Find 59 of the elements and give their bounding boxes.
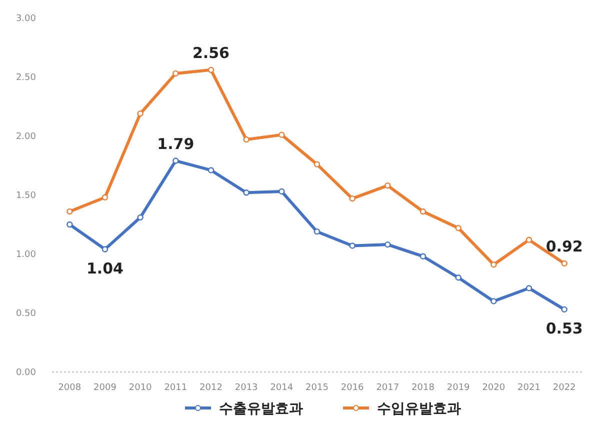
point — [561, 260, 568, 267]
point — [526, 236, 532, 243]
x-tick-label: 2009 — [94, 383, 117, 393]
point — [349, 195, 356, 202]
point — [278, 132, 285, 138]
point — [420, 208, 426, 215]
x-tick-label: 2015 — [306, 383, 328, 393]
legend-label: 수입유발효과 — [377, 401, 461, 417]
point — [66, 221, 73, 228]
legend-label: 수출유발효과 — [219, 401, 303, 417]
x-tick-label: 2022 — [552, 383, 576, 393]
y-tick-label: 2.50 — [16, 73, 36, 83]
point — [172, 158, 179, 164]
y-tick-label: 2.00 — [16, 132, 36, 142]
point — [66, 208, 73, 215]
x-tick-label: 2016 — [340, 383, 364, 393]
data-label: 0.53 — [546, 319, 583, 338]
y-tick-label: 3.00 — [16, 14, 36, 24]
data-label: 0.92 — [546, 237, 583, 256]
data-label: 1.04 — [86, 259, 124, 278]
point — [455, 274, 462, 281]
point — [243, 136, 250, 143]
point — [561, 306, 568, 313]
point — [420, 253, 426, 260]
x-tick-label: 2012 — [200, 383, 222, 393]
point — [384, 241, 391, 248]
point — [137, 214, 144, 221]
point — [490, 298, 497, 304]
y-tick-label: 1.00 — [16, 250, 36, 260]
y-tick-label: 0.00 — [16, 368, 36, 378]
x-tick-label: 2013 — [234, 383, 258, 393]
point — [314, 161, 320, 168]
point — [526, 285, 532, 292]
y-tick-label: 1.50 — [16, 191, 36, 201]
x-tick-label: 2014 — [270, 383, 294, 393]
x-tick-label: 2008 — [58, 383, 82, 393]
x-tick-label: 2020 — [482, 383, 506, 393]
point — [384, 182, 391, 189]
x-tick-label: 2010 — [128, 383, 152, 393]
point — [208, 167, 214, 174]
x-tick-label: 2018 — [412, 383, 435, 393]
x-tick-label: 2021 — [518, 383, 540, 393]
y-tick-label: 0.50 — [16, 309, 36, 319]
point — [137, 110, 144, 117]
x-tick-label: 2011 — [164, 383, 188, 393]
point — [490, 262, 497, 268]
data-label: 2.56 — [192, 44, 230, 62]
point — [314, 228, 320, 235]
point — [455, 224, 462, 232]
x-tick-label: 2017 — [376, 383, 400, 393]
point — [208, 66, 214, 74]
point — [102, 194, 108, 200]
x-tick-label: 2019 — [446, 383, 470, 393]
point — [349, 242, 356, 249]
point — [243, 190, 250, 196]
point — [102, 246, 108, 252]
point — [278, 188, 285, 195]
point — [172, 70, 179, 77]
data-label: 1.79 — [157, 134, 194, 153]
